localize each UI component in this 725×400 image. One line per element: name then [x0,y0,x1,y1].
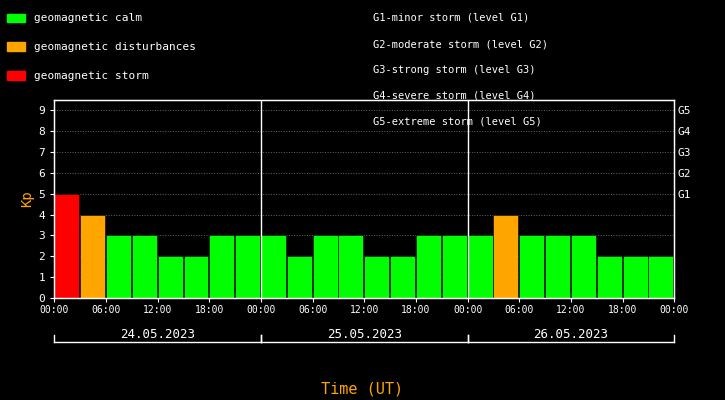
Text: geomagnetic disturbances: geomagnetic disturbances [34,42,196,52]
Bar [623,256,647,298]
Bar [287,256,312,298]
Bar [235,236,260,298]
Bar [312,236,338,298]
Bar [183,256,209,298]
Bar [132,236,157,298]
Text: 25.05.2023: 25.05.2023 [327,328,402,341]
Bar [494,215,518,298]
Bar [261,236,286,298]
Bar [597,256,622,298]
Text: G4-severe storm (level G4): G4-severe storm (level G4) [373,91,536,101]
Bar [519,236,544,298]
Text: geomagnetic calm: geomagnetic calm [34,13,142,23]
Text: geomagnetic storm: geomagnetic storm [34,70,149,81]
Bar [364,256,389,298]
Bar [54,194,79,298]
Text: 24.05.2023: 24.05.2023 [120,328,195,341]
Bar [210,236,234,298]
Bar [390,256,415,298]
Text: G3-strong storm (level G3): G3-strong storm (level G3) [373,65,536,75]
Bar [80,215,105,298]
Text: G5-extreme storm (level G5): G5-extreme storm (level G5) [373,117,542,127]
Bar [157,256,183,298]
Bar [106,236,131,298]
Text: G2-moderate storm (level G2): G2-moderate storm (level G2) [373,39,548,49]
Bar [416,236,441,298]
Text: 26.05.2023: 26.05.2023 [534,328,608,341]
Bar [442,236,467,298]
Bar [648,256,674,298]
Text: Time (UT): Time (UT) [321,381,404,396]
Bar [571,236,596,298]
Bar [468,236,492,298]
Bar [339,236,363,298]
Bar [545,236,570,298]
Y-axis label: Kp: Kp [20,191,34,207]
Text: G1-minor storm (level G1): G1-minor storm (level G1) [373,13,530,23]
